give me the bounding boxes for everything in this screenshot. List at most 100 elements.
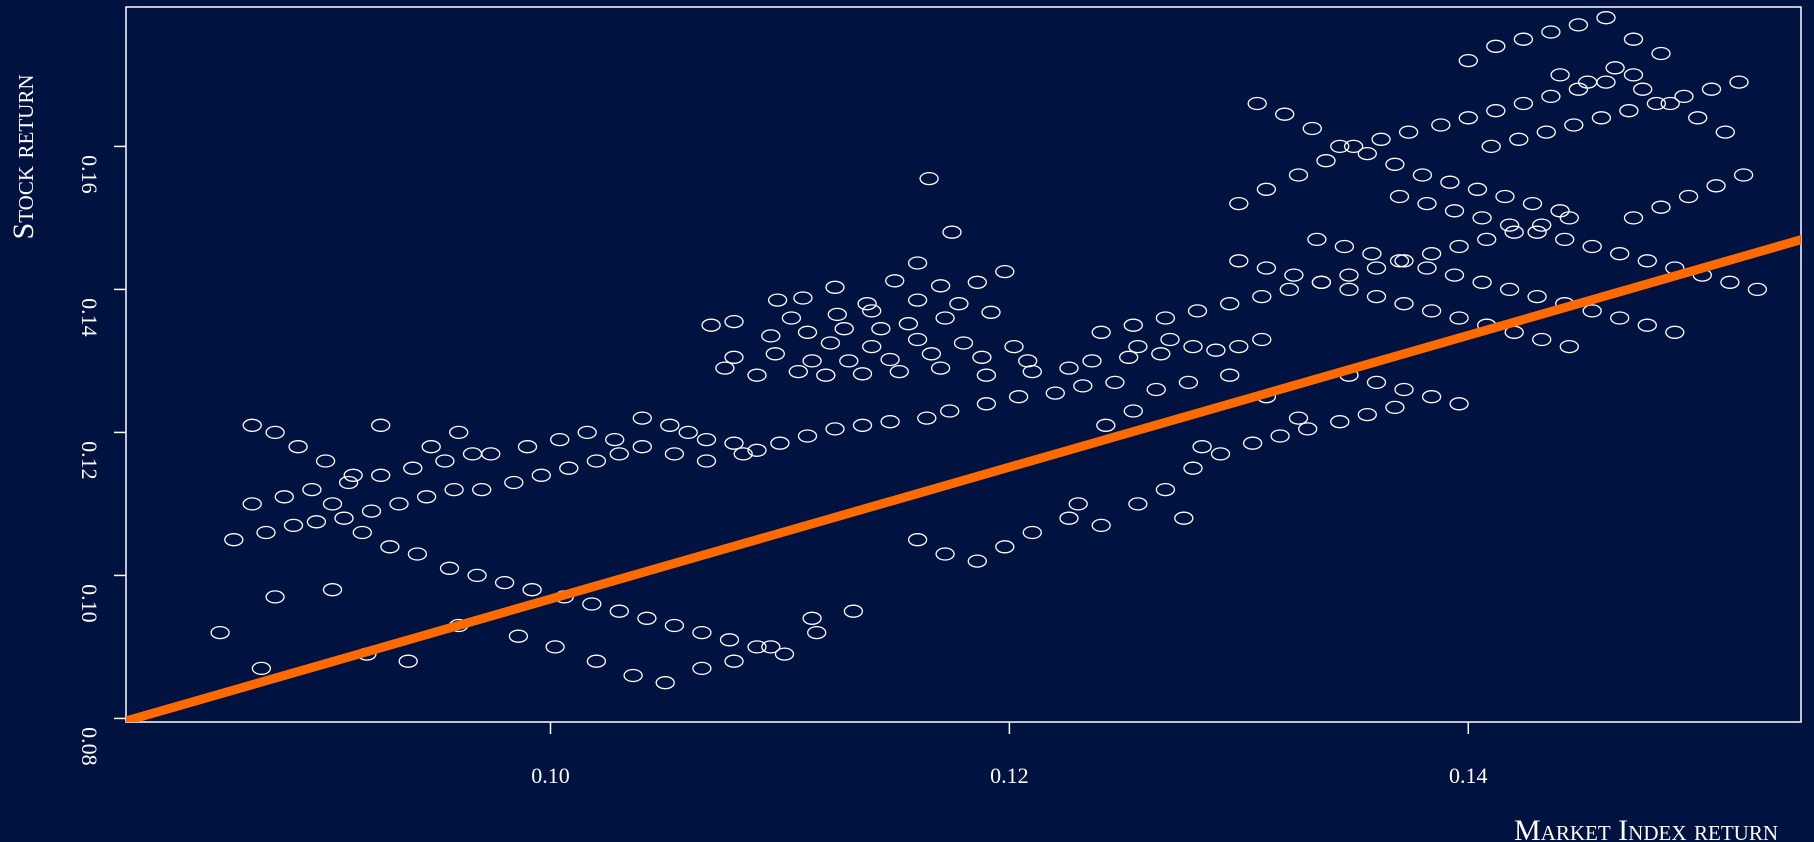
data-point [1444,204,1465,218]
data-point [1128,339,1148,354]
data-point [889,364,909,379]
data-point [1481,139,1501,154]
data-point [1394,382,1414,397]
data-point [724,654,744,668]
data-point [302,482,322,497]
data-point [972,350,992,364]
y-tick-label: 0.14 [77,298,102,337]
data-point [1242,436,1263,450]
data-point [1357,407,1377,422]
data-point [1715,125,1735,139]
data-point [907,533,928,547]
data-point [1004,339,1024,354]
data-point [862,304,882,318]
data-point [371,418,391,432]
data-point [747,640,767,654]
data-point [559,461,579,475]
data-point [1371,132,1391,146]
regression-line [126,235,1801,722]
data-point [481,447,501,461]
data-point [242,497,262,511]
data-point [1444,268,1465,282]
data-point [1733,168,1754,182]
data-point [1660,96,1680,111]
data-point [715,361,735,375]
data-point [1747,282,1768,297]
data-point [724,436,744,450]
data-point [1008,390,1029,404]
data-point [1651,200,1671,214]
data-point [995,540,1015,554]
data-point [444,482,464,497]
data-point [338,475,359,490]
data-point [816,368,836,382]
y-tick-label: 0.16 [77,155,102,194]
data-point [1610,247,1630,261]
data-point [1472,275,1492,289]
data-point [767,293,788,307]
data-point [1256,182,1277,196]
data-point [632,440,652,454]
data-point [942,225,962,239]
data-point [582,597,602,611]
y-tick-label: 0.08 [77,727,102,766]
data-point [1458,53,1478,68]
data-point [1421,304,1442,318]
data-point [1330,139,1350,154]
data-point [802,354,822,368]
data-point [701,318,721,332]
data-point [1467,182,1488,196]
data-point [930,279,951,293]
data-point [522,583,542,597]
data-point [508,629,529,643]
data-point [531,468,551,482]
data-point [761,640,781,654]
data-point [1128,497,1148,511]
data-point [919,171,939,186]
data-point [852,367,873,381]
data-point [907,293,928,307]
data-point [1532,218,1552,232]
data-point [632,411,652,425]
data-point [1564,118,1584,132]
data-point [880,352,900,367]
data-point [1449,239,1469,254]
data-point [1389,254,1410,268]
data-point [1440,175,1460,189]
data-point [1022,525,1042,540]
data-point [1495,189,1515,204]
data-point [995,264,1015,279]
data-point [655,676,675,690]
data-point [1619,104,1639,118]
data-point [1623,68,1644,82]
data-point [265,590,285,604]
data-point [1582,304,1602,318]
data-point [1155,311,1176,325]
data-point [1729,75,1749,89]
data-point [880,415,900,429]
data-point [1187,304,1208,318]
data-point [1385,157,1405,171]
data-point [1178,375,1199,390]
data-point [1096,418,1116,432]
data-point [852,418,873,432]
data-point [1339,268,1359,282]
data-point [917,411,937,425]
data-point [1119,350,1139,364]
data-point [719,633,740,647]
data-point [1229,339,1249,354]
data-point [1596,11,1616,25]
data-point [692,661,712,676]
data-point [733,447,753,461]
data-point [1252,289,1272,304]
data-point [907,332,928,347]
data-point [1633,82,1653,96]
data-point [242,418,262,432]
data-point [1665,325,1685,339]
data-point [1591,111,1612,125]
data-point [1623,211,1644,225]
data-point [1362,247,1382,261]
y-tick-label: 0.10 [77,584,102,623]
data-point [472,482,492,497]
